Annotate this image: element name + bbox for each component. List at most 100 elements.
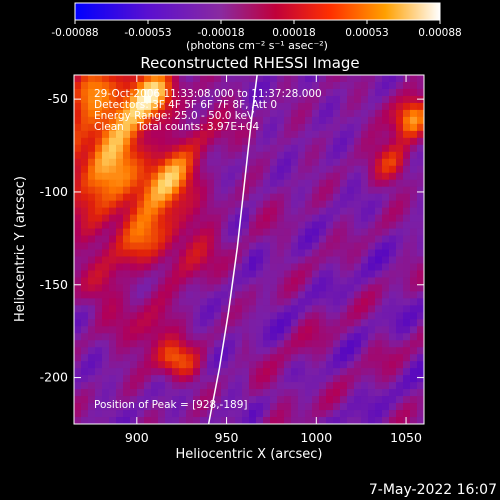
heatmap-cell bbox=[305, 221, 313, 229]
heatmap-cell bbox=[144, 207, 152, 215]
heatmap-cell bbox=[214, 200, 222, 209]
heatmap-cell bbox=[410, 263, 418, 271]
heatmap-cell bbox=[179, 326, 187, 334]
heatmap-cell bbox=[375, 130, 383, 139]
heatmap-cell bbox=[123, 298, 131, 306]
heatmap-cell bbox=[81, 256, 89, 264]
heatmap-cell bbox=[242, 102, 250, 111]
heatmap-cell bbox=[354, 179, 362, 188]
heatmap-cell bbox=[95, 109, 103, 118]
heatmap-cell bbox=[130, 193, 138, 202]
heatmap-cell bbox=[116, 361, 124, 369]
heatmap-cell bbox=[130, 116, 138, 125]
heatmap-cell bbox=[207, 305, 215, 313]
heatmap-cell bbox=[375, 214, 383, 222]
heatmap-cell bbox=[144, 340, 152, 348]
heatmap-cell bbox=[193, 221, 201, 229]
heatmap-cell bbox=[263, 165, 271, 174]
heatmap-cell bbox=[81, 354, 89, 362]
heatmap-cell bbox=[179, 214, 187, 222]
heatmap-cell bbox=[137, 277, 145, 285]
heatmap-cell bbox=[95, 144, 103, 153]
heatmap-cell bbox=[263, 312, 271, 320]
x-axis-label: Heliocentric X (arcsec) bbox=[176, 447, 323, 462]
heatmap-cell bbox=[207, 263, 215, 271]
heatmap-cell bbox=[158, 277, 166, 285]
heatmap-cell bbox=[361, 109, 369, 118]
heatmap-cell bbox=[116, 417, 124, 424]
heatmap-cell bbox=[277, 75, 285, 83]
heatmap-cell bbox=[305, 319, 313, 327]
heatmap-cell bbox=[291, 354, 299, 362]
heatmap-cell bbox=[298, 354, 306, 362]
heatmap-cell bbox=[172, 158, 180, 167]
heatmap-cell bbox=[368, 396, 376, 404]
heatmap-cell bbox=[81, 291, 89, 299]
heatmap-cell bbox=[403, 144, 411, 153]
heatmap-cell bbox=[151, 354, 159, 362]
heatmap-cell bbox=[186, 319, 194, 327]
heatmap-cell bbox=[396, 207, 404, 215]
heatmap-cell bbox=[74, 193, 82, 202]
heatmap-cell bbox=[151, 144, 159, 153]
heatmap-cell bbox=[249, 347, 257, 355]
heatmap-cell bbox=[144, 116, 152, 125]
heatmap-cell bbox=[347, 354, 355, 362]
heatmap-cell bbox=[88, 354, 96, 362]
heatmap-cell bbox=[417, 256, 424, 264]
heatmap-cell bbox=[277, 410, 285, 418]
heatmap-cell bbox=[333, 186, 341, 195]
heatmap-cell bbox=[81, 277, 89, 285]
heatmap-cell bbox=[165, 214, 173, 222]
heatmap-cell bbox=[235, 375, 243, 383]
y-tick-label: -50 bbox=[48, 91, 68, 106]
heatmap-cell bbox=[347, 214, 355, 222]
heatmap-cell bbox=[95, 298, 103, 306]
heatmap-cell bbox=[109, 81, 117, 90]
heatmap-cell bbox=[144, 228, 152, 236]
heatmap-cell bbox=[270, 186, 278, 195]
heatmap-cell bbox=[242, 81, 250, 90]
heatmap-cell bbox=[200, 361, 208, 369]
heatmap-cell bbox=[284, 361, 292, 369]
heatmap-cell bbox=[179, 165, 187, 174]
heatmap-cell bbox=[179, 81, 187, 90]
heatmap-cell bbox=[137, 172, 145, 181]
heatmap-cell bbox=[333, 298, 341, 306]
heatmap-cell bbox=[291, 109, 299, 118]
heatmap-cell bbox=[340, 284, 348, 292]
heatmap-cell bbox=[193, 368, 201, 376]
heatmap-cell bbox=[179, 340, 187, 348]
heatmap-cell bbox=[221, 417, 229, 424]
heatmap-cell bbox=[291, 116, 299, 125]
heatmap-cell bbox=[291, 88, 299, 97]
heatmap-cell bbox=[130, 312, 138, 320]
heatmap-cell bbox=[109, 144, 117, 153]
heatmap-cell bbox=[235, 312, 243, 320]
heatmap-cell bbox=[340, 277, 348, 285]
heatmap-cell bbox=[116, 116, 124, 125]
heatmap-cell bbox=[221, 81, 229, 90]
heatmap-cell bbox=[298, 144, 306, 153]
heatmap-cell bbox=[109, 256, 117, 264]
heatmap-cell bbox=[368, 249, 376, 257]
heatmap-cell bbox=[256, 228, 264, 236]
heatmap-cell bbox=[340, 326, 348, 334]
heatmap-cell bbox=[109, 319, 117, 327]
heatmap-cell bbox=[340, 95, 348, 104]
plot-frame bbox=[73, 74, 425, 425]
heatmap-cell bbox=[284, 75, 292, 83]
heatmap-cell bbox=[151, 340, 159, 348]
heatmap-cell bbox=[88, 123, 96, 132]
heatmap-cell bbox=[382, 284, 390, 292]
heatmap-cell bbox=[228, 305, 236, 313]
heatmap-cell bbox=[102, 361, 110, 369]
heatmap-cell bbox=[417, 361, 424, 369]
heatmap-cell bbox=[144, 347, 152, 355]
heatmap-cell bbox=[298, 368, 306, 376]
heatmap-cell bbox=[221, 263, 229, 271]
heatmap-cell bbox=[158, 347, 166, 355]
heatmap-cell bbox=[326, 389, 334, 397]
heatmap-cell bbox=[102, 144, 110, 153]
heatmap-cell bbox=[256, 172, 264, 181]
